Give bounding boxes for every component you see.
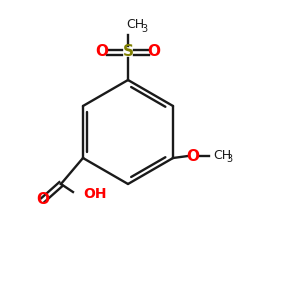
Text: O: O	[148, 44, 160, 59]
Text: 3: 3	[226, 154, 232, 164]
Text: O: O	[95, 44, 109, 59]
Text: S: S	[122, 44, 134, 59]
Text: CH: CH	[213, 148, 231, 161]
Text: O: O	[187, 148, 200, 164]
Text: 3: 3	[141, 24, 147, 34]
Text: CH: CH	[126, 19, 144, 32]
Text: O: O	[37, 193, 50, 208]
Text: OH: OH	[83, 187, 106, 201]
